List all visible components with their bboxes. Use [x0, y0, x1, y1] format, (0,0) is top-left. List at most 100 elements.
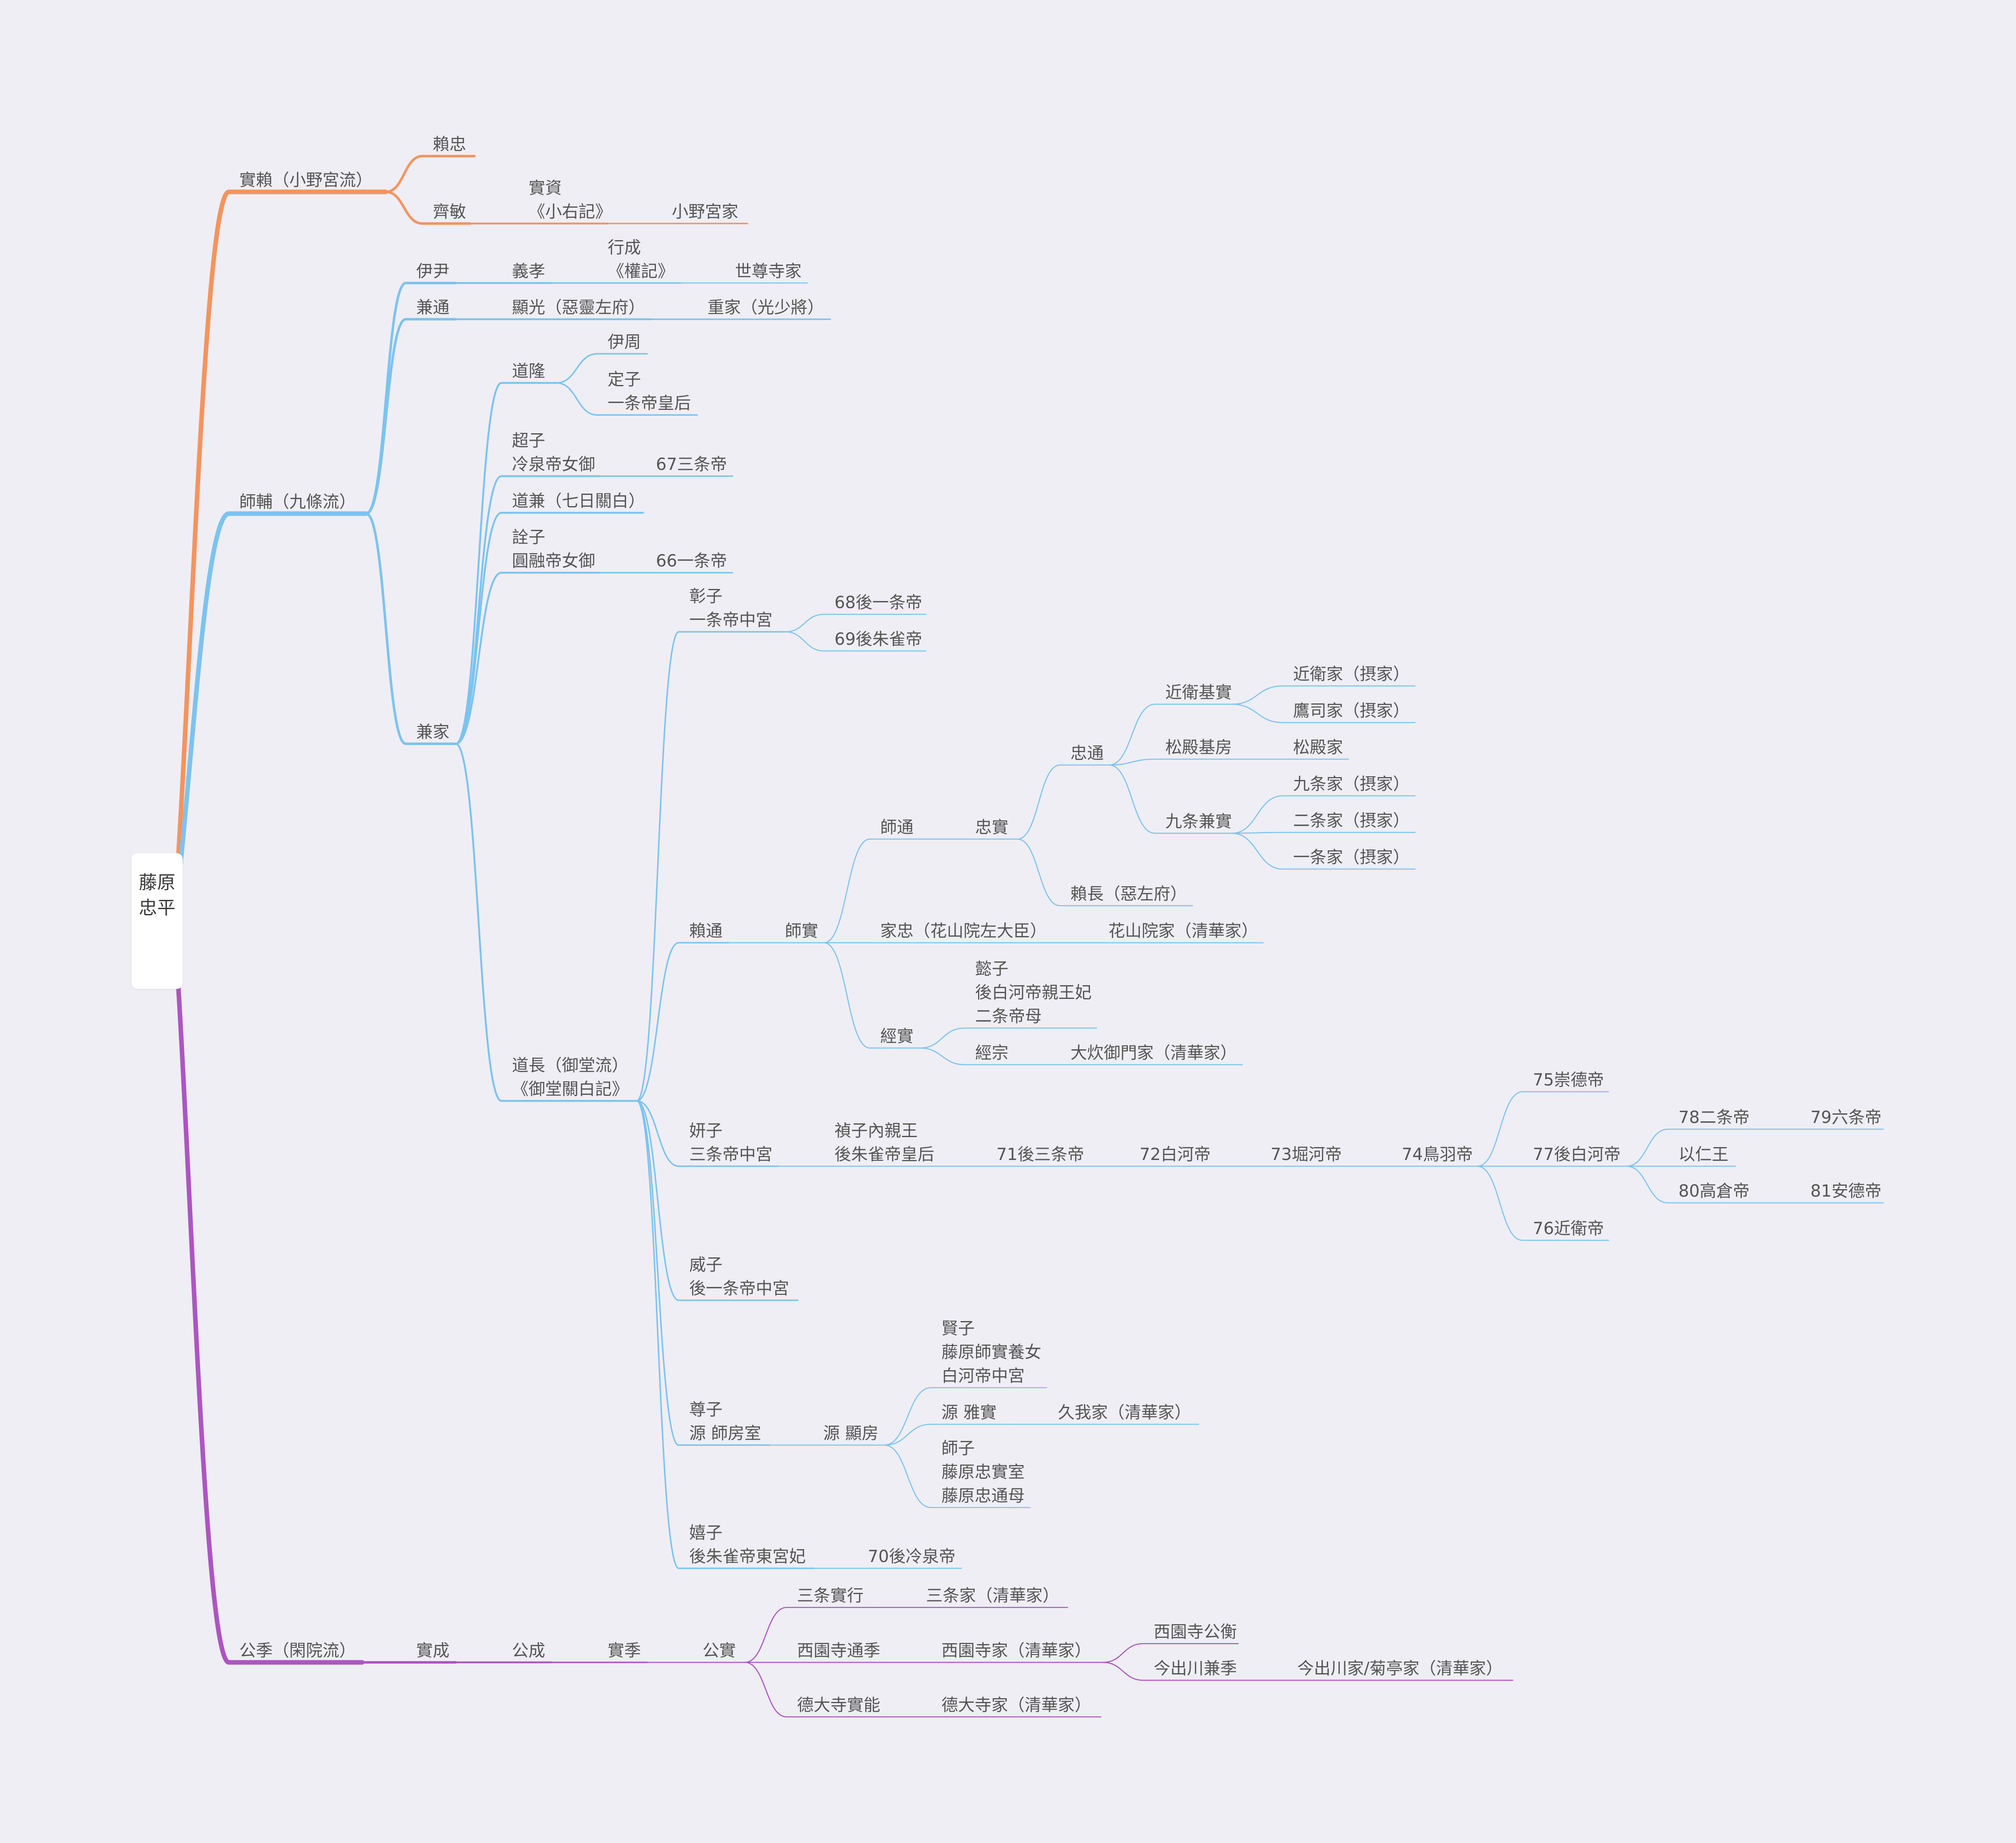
node-sesonji[interactable]: 世尊寺家	[735, 260, 802, 283]
node-akimitsu[interactable]: 顯光（惡靈左府）	[512, 296, 645, 320]
node-rokujo79[interactable]: 79六条帝	[1810, 1106, 1882, 1130]
node-saionji-kinhira[interactable]: 西園寺公衡	[1154, 1620, 1237, 1644]
node-michikane[interactable]: 道兼（七日關白）	[512, 489, 645, 513]
node-goreizei70[interactable]: 70後冷泉帝	[868, 1545, 956, 1569]
node-konoe-ke[interactable]: 近衛家（摂家）	[1293, 663, 1410, 686]
node-tadazane[interactable]: 忠實	[975, 816, 1008, 840]
node-shoshi[interactable]: 彰子 一条帝中宮	[689, 585, 772, 632]
node-kujo-kanezane[interactable]: 九条兼實	[1165, 810, 1232, 834]
node-kinsue[interactable]: 公季（閑院流）	[239, 1639, 356, 1663]
node-morozane[interactable]: 師實	[785, 919, 818, 943]
node-label-line: 顯光（惡靈左府）	[512, 298, 645, 317]
node-yoshitaka[interactable]: 義孝	[512, 260, 545, 283]
node-korechika[interactable]: 伊周	[608, 330, 641, 354]
node-label-line: 道隆	[512, 362, 545, 381]
node-gosanjo71[interactable]: 71後三条帝	[996, 1143, 1084, 1167]
node-label-line: 實季	[608, 1641, 641, 1660]
node-senshi[interactable]: 詮子 圓融帝女御	[512, 526, 595, 573]
node-goichijo68[interactable]: 68後一条帝	[834, 591, 922, 615]
node-tokudaiji-ke[interactable]: 德大寺家（清華家）	[941, 1694, 1091, 1717]
edge-yoritada	[385, 155, 476, 193]
node-kanemichi[interactable]: 兼通	[416, 296, 449, 320]
node-matsudono-ke[interactable]: 松殿家	[1293, 736, 1343, 760]
node-label-line: 大炊御門家（清華家）	[1070, 1043, 1237, 1063]
node-kaneie[interactable]: 兼家	[416, 720, 449, 744]
node-ichijo-ke[interactable]: 一条家（摂家）	[1293, 846, 1410, 869]
node-yukinari[interactable]: 行成 《權記》	[608, 236, 674, 283]
node-yoritada[interactable]: 賴忠	[433, 133, 466, 156]
node-antoku81[interactable]: 81安德帝	[1810, 1180, 1882, 1203]
node-sonshi[interactable]: 尊子源 師房室	[689, 1398, 761, 1446]
node-ichijo66[interactable]: 66一条帝	[656, 549, 727, 573]
root-node[interactable]: 藤原忠平	[132, 853, 183, 989]
node-label-line: 道長（御堂流）	[512, 1056, 628, 1075]
node-imadegawa-kanesue[interactable]: 今出川兼季	[1154, 1657, 1237, 1681]
node-sanesue[interactable]: 實季	[608, 1639, 641, 1663]
node-ietada[interactable]: 家忠（花山院左大臣）	[880, 919, 1047, 943]
node-morosuke[interactable]: 師輔（九條流）	[239, 490, 356, 514]
node-takatsukasa[interactable]: 鷹司家（摂家）	[1293, 699, 1410, 723]
node-teishi-naishinno[interactable]: 禎子內親王 後朱雀帝皇后	[834, 1119, 934, 1167]
node-yorimichi[interactable]: 賴通	[689, 919, 722, 943]
node-ishi[interactable]: 懿子 後白河帝親王妃 二条帝母	[975, 957, 1092, 1028]
node-oimikado[interactable]: 大炊御門家（清華家）	[1070, 1041, 1237, 1065]
node-sanjo-ke[interactable]: 三条家（清華家）	[926, 1584, 1059, 1608]
node-koga[interactable]: 久我家（清華家）	[1058, 1401, 1191, 1425]
node-sanenari[interactable]: 實成	[416, 1639, 449, 1663]
node-takakura80[interactable]: 80高倉帝	[1678, 1180, 1750, 1203]
node-label-line: 三条帝中宮	[689, 1145, 772, 1164]
node-konoe-motozane[interactable]: 近衛基實	[1165, 681, 1232, 705]
node-kenshi2[interactable]: 賢子 藤原師實養女 白河帝中宮	[941, 1317, 1041, 1388]
node-akifusa[interactable]: 源 顯房	[823, 1422, 879, 1446]
node-teishi[interactable]: 定子 一条帝皇后	[608, 368, 691, 415]
node-choshi[interactable]: 超子 冷泉帝女御	[512, 429, 595, 477]
node-michinaga[interactable]: 道長（御堂流） 《御堂關白記》	[512, 1054, 628, 1101]
node-saionji-michisue[interactable]: 西園寺通季	[797, 1639, 880, 1663]
node-tokudaiji-saneyoshi[interactable]: 德大寺實能	[797, 1694, 880, 1717]
node-tsunezane[interactable]: 經實	[880, 1025, 914, 1048]
node-label-line: 伊尹	[416, 262, 449, 281]
node-nijo78[interactable]: 78二条帝	[1678, 1106, 1750, 1130]
node-kinzane[interactable]: 公實	[703, 1639, 736, 1663]
edge-kenshi2	[884, 1387, 1048, 1446]
node-kishi[interactable]: 嬉子 後朱雀帝東宮妃	[689, 1521, 806, 1569]
node-moromichi[interactable]: 師通	[880, 816, 914, 840]
node-sanesuke[interactable]: 實資 《小右記》	[529, 176, 612, 224]
node-sanjo67[interactable]: 67三条帝	[656, 453, 727, 477]
node-label-line: 源 顯房	[823, 1424, 879, 1443]
node-saneyori[interactable]: 實賴（小野宮流）	[239, 169, 372, 192]
node-shirakawa72[interactable]: 72白河帝	[1140, 1143, 1211, 1167]
edge-sutoku75	[1477, 1091, 1609, 1167]
node-yorinaga[interactable]: 賴長（惡左府）	[1070, 882, 1187, 906]
node-kinnari[interactable]: 公成	[512, 1639, 545, 1663]
node-goshirakawa77[interactable]: 77後白河帝	[1533, 1143, 1621, 1167]
node-toba74[interactable]: 74鳥羽帝	[1402, 1143, 1473, 1167]
node-koremasa[interactable]: 伊尹	[416, 260, 449, 283]
node-masazane[interactable]: 源 雅實	[941, 1401, 997, 1425]
node-matsudono-motofusa[interactable]: 松殿基房	[1165, 736, 1232, 760]
node-tsunemune[interactable]: 經宗	[975, 1041, 1008, 1065]
node-nijo-ke[interactable]: 二条家（摂家）	[1293, 809, 1410, 833]
node-imadegawa-ke[interactable]: 今出川家/菊亭家（清華家）	[1297, 1657, 1502, 1681]
node-mochihito[interactable]: 以仁王	[1678, 1143, 1728, 1167]
node-tadatoshi[interactable]: 齊敏	[433, 200, 466, 224]
node-horikawa73[interactable]: 73堀河帝	[1271, 1143, 1342, 1167]
node-label-line: 實成	[416, 1641, 449, 1660]
node-gosuzaku69[interactable]: 69後朱雀帝	[834, 628, 922, 651]
node-kazanin[interactable]: 花山院家（清華家）	[1108, 919, 1258, 943]
node-shishi[interactable]: 師子 藤原忠實室 藤原忠通母	[941, 1437, 1025, 1508]
edge-tokudaiji_saneyoshi	[744, 1662, 887, 1718]
node-shigeie[interactable]: 重家（光少將）	[708, 296, 824, 320]
edge-nijo78	[1626, 1128, 1751, 1167]
node-michitaka[interactable]: 道隆	[512, 360, 545, 383]
node-tadamichi[interactable]: 忠通	[1070, 742, 1104, 765]
node-sutoku75[interactable]: 75崇德帝	[1533, 1068, 1604, 1092]
node-konoe76[interactable]: 76近衛帝	[1533, 1217, 1604, 1241]
node-kujo-ke[interactable]: 九条家（摂家）	[1293, 772, 1410, 796]
node-kenshi[interactable]: 妍子 三条帝中宮	[689, 1119, 772, 1167]
node-onomiya[interactable]: 小野宮家	[672, 200, 738, 224]
node-sanjo-saneyuki[interactable]: 三条實行	[797, 1584, 864, 1608]
node-label-line: 小野宮家	[672, 202, 738, 221]
node-ishi-goichijo[interactable]: 威子 後一条帝中宮	[689, 1253, 789, 1301]
node-saionji-ke[interactable]: 西園寺家（清華家）	[941, 1639, 1091, 1663]
